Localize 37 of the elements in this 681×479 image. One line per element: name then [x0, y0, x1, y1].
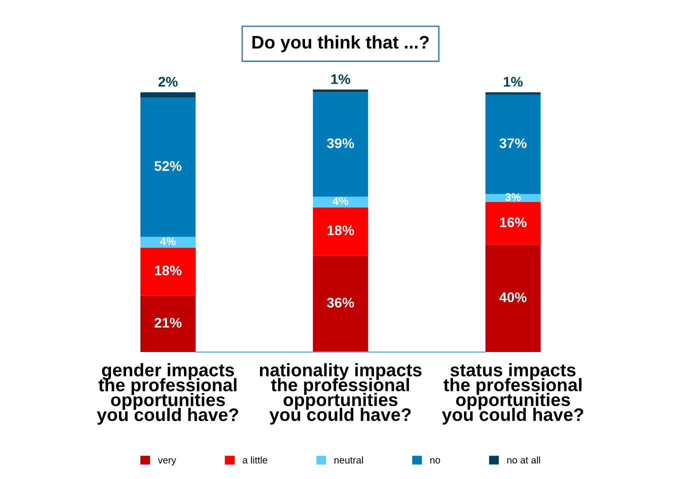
bar — [140, 98, 196, 237]
x-tick-label: gender impacts the professional opportunities you could have? — [96, 363, 238, 425]
bar — [312, 90, 368, 92]
bar — [140, 296, 196, 352]
data-label: 4% — [160, 237, 176, 246]
data-label: 16% — [500, 217, 527, 228]
chart-title: Do you think that ...? — [252, 35, 429, 52]
data-label: 52% — [154, 161, 182, 171]
data-label: 2% — [158, 76, 178, 87]
data-label: 21% — [154, 318, 182, 328]
legend-label: no at all — [507, 456, 540, 464]
bar — [485, 244, 541, 352]
bar — [140, 92, 196, 98]
legend-label: neutral — [334, 456, 363, 464]
data-label: 18% — [154, 266, 182, 276]
bar — [312, 92, 368, 197]
bar — [485, 92, 541, 95]
data-label: 37% — [499, 138, 527, 148]
bar — [312, 207, 368, 256]
bar — [312, 256, 368, 352]
legend-label: no — [430, 458, 440, 464]
data-label: 40% — [499, 292, 527, 302]
data-label: 4% — [332, 197, 348, 206]
data-label: 36% — [326, 298, 354, 308]
data-label: 1% — [331, 74, 350, 84]
data-label: 39% — [326, 138, 354, 148]
x-tick-label: nationality impacts the professional opportunities you could have? — [260, 363, 422, 425]
bar — [140, 248, 196, 296]
data-label: 18% — [327, 225, 354, 236]
legend-label: very — [158, 458, 176, 466]
data-label: 1% — [504, 76, 523, 87]
data-label: 3% — [505, 193, 521, 202]
x-tick-label: status impacts the professional opportunities you could have? — [442, 363, 584, 425]
bar — [485, 202, 541, 245]
bar — [485, 94, 541, 194]
bar — [312, 196, 368, 208]
legend-label: a little — [242, 456, 268, 464]
